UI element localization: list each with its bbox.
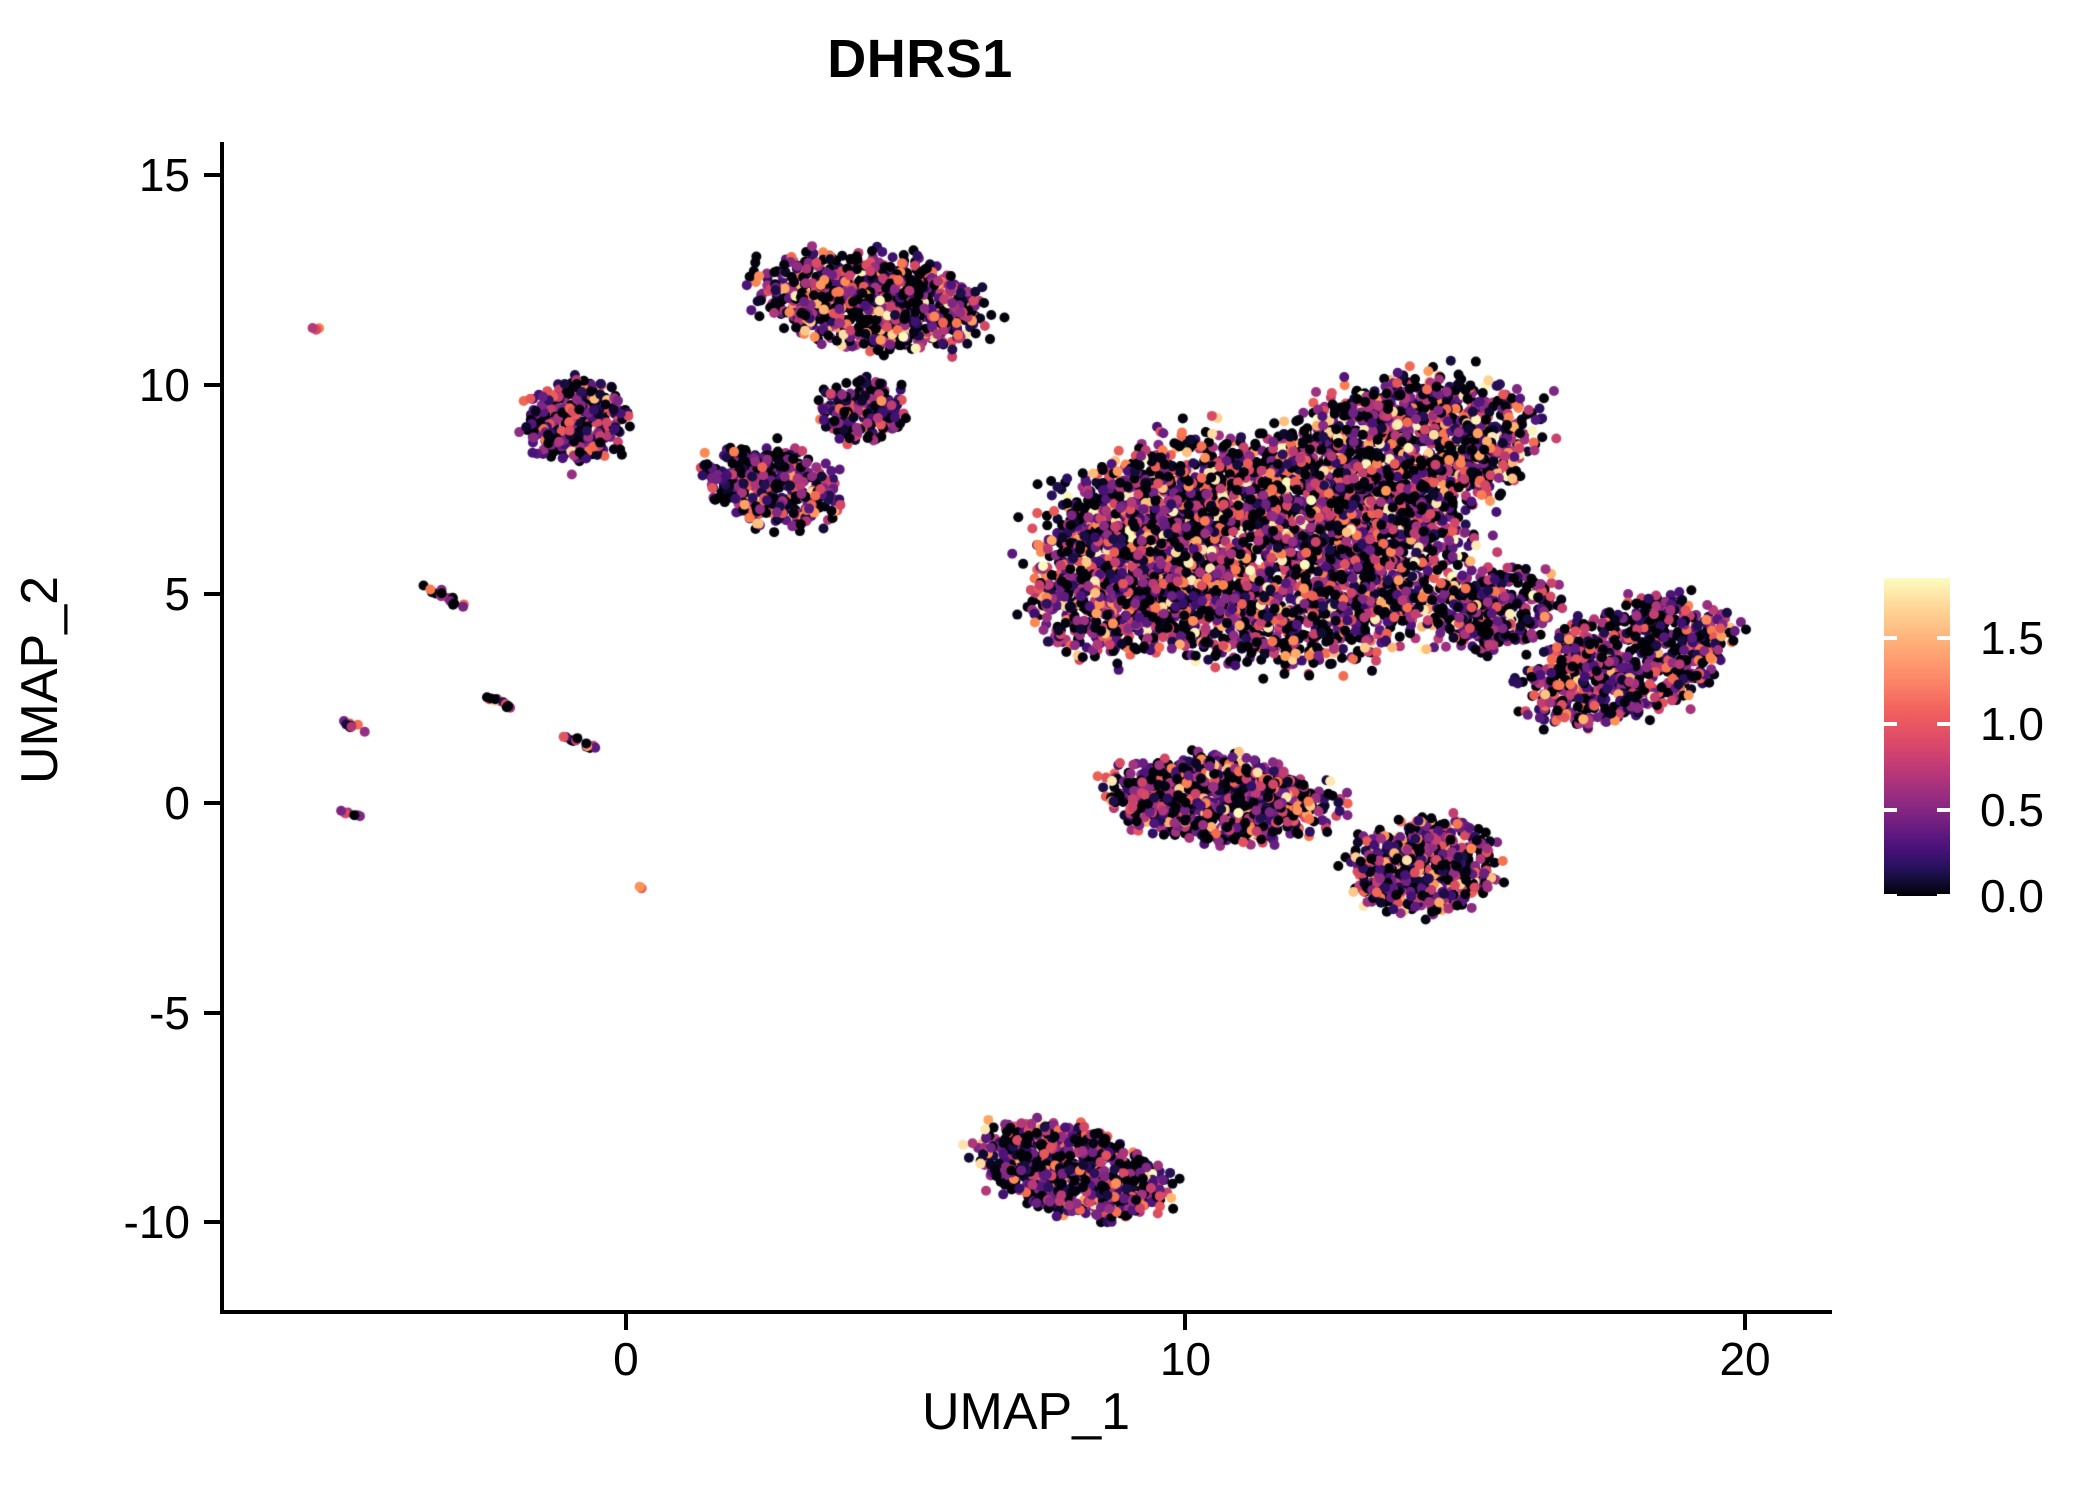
y-tick-label: 10 (138, 358, 190, 411)
color-legend: 1.5 1.0 0.5 0.0 (1884, 578, 2084, 922)
legend-tick-mark (1884, 894, 1897, 898)
legend-tick-mark (1937, 722, 1950, 727)
legend-tick-mark (1884, 636, 1897, 641)
legend-label: 0.5 (1980, 784, 2044, 837)
x-tick-mark (1743, 1314, 1748, 1330)
y-tick-mark (204, 801, 220, 806)
page-title: DHRS1 (827, 29, 1013, 89)
x-tick-label: 0 (613, 1333, 639, 1385)
y-tick-mark (204, 1220, 220, 1225)
legend-label: 0.0 (1980, 870, 2044, 922)
plot-panel (223, 142, 1829, 1310)
x-tick-mark (1183, 1314, 1188, 1330)
y-tick-label: 0 (164, 777, 190, 830)
legend-tick-mark (1884, 722, 1897, 727)
legend-tick-mark (1937, 636, 1950, 641)
legend-tick-mark (1937, 894, 1950, 898)
y-tick-mark (204, 1010, 220, 1015)
color-legend-gradient-bar (1884, 578, 1950, 896)
x-axis-line (220, 1310, 1832, 1314)
y-axis-line (220, 142, 224, 1314)
y-axis-tick-labels: -10 -5 0 5 10 15 (0, 0, 190, 1500)
x-axis-title: UMAP_1 (921, 1383, 1131, 1441)
legend-label: 1.5 (1980, 612, 2044, 665)
legend-tick-mark (1884, 808, 1897, 813)
legend-tick-mark (1937, 808, 1950, 813)
legend-label: 1.0 (1980, 698, 2044, 751)
y-tick-label: 5 (164, 568, 190, 621)
y-tick-label: 15 (138, 149, 190, 202)
x-tick-label: 20 (1719, 1333, 1771, 1385)
scatter-plot-canvas (223, 142, 1829, 1310)
y-axis-title: UMAP_2 (11, 575, 69, 785)
y-tick-mark (204, 592, 220, 597)
y-tick-mark (204, 173, 220, 178)
y-tick-label: -10 (123, 1196, 190, 1249)
x-tick-label: 10 (1159, 1333, 1212, 1385)
y-tick-mark (204, 382, 220, 387)
x-tick-mark (623, 1314, 628, 1330)
y-tick-label: -5 (149, 986, 190, 1039)
